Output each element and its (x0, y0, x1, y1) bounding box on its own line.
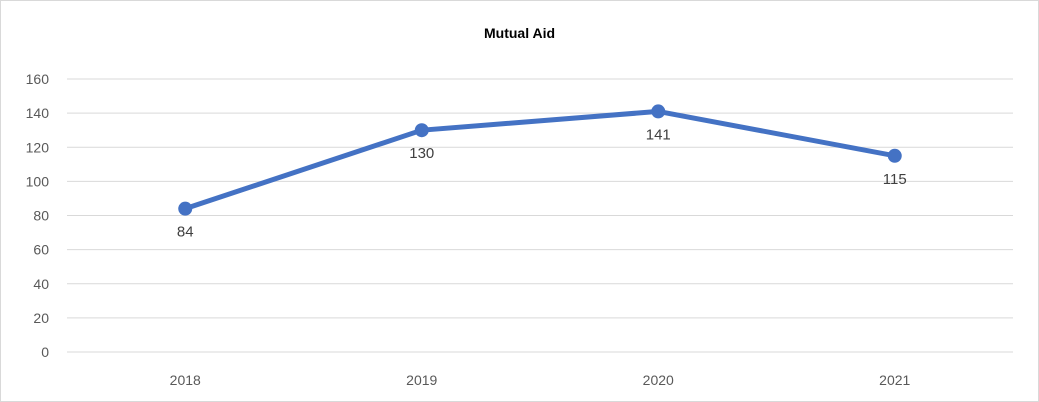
data-point (414, 123, 429, 138)
y-tick-label: 40 (33, 276, 49, 292)
series-line (182, 108, 898, 212)
y-tick-label: 140 (26, 105, 50, 121)
y-axis-ticks: 0 20 40 60 80 100 120 140 160 (26, 71, 50, 360)
y-tick-label: 60 (33, 242, 49, 258)
y-tick-label: 160 (26, 71, 50, 87)
chart-title: Mutual Aid (483, 25, 556, 41)
data-label: 84 (177, 224, 194, 241)
y-tick-label: 100 (26, 173, 50, 189)
x-tick-label: 2019 (406, 372, 437, 388)
y-tick-label: 0 (41, 344, 49, 360)
data-point (651, 104, 666, 119)
y-tick-label: 80 (33, 208, 49, 224)
series (178, 104, 902, 216)
x-axis-ticks: 2018 2019 2020 2021 (170, 372, 911, 388)
x-tick-label: 2020 (643, 372, 674, 388)
y-tick-label: 20 (33, 310, 49, 326)
data-label: 130 (409, 145, 434, 162)
y-tick-label: 120 (26, 139, 50, 155)
data-label: 141 (646, 126, 671, 143)
data-label: 115 (883, 171, 907, 188)
x-tick-label: 2018 (170, 372, 201, 388)
data-point (178, 201, 193, 216)
x-tick-label: 2021 (879, 372, 910, 388)
data-point (887, 148, 902, 163)
data-labels: 84 130 141 115 (177, 126, 907, 240)
